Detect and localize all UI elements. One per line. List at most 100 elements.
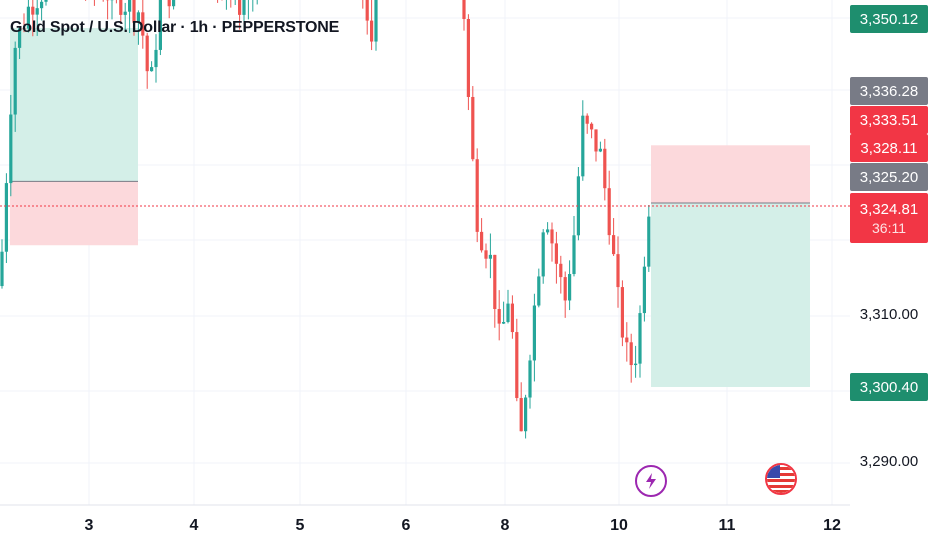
candle xyxy=(225,0,227,10)
candle xyxy=(93,0,95,6)
price-badge-value: 3,300.40 xyxy=(859,378,919,396)
candle xyxy=(563,271,567,318)
candle xyxy=(26,0,30,33)
candle xyxy=(493,254,497,328)
price-badge: 3,300.40 xyxy=(850,373,928,401)
candle xyxy=(234,0,236,5)
candle xyxy=(154,34,158,83)
candles xyxy=(0,0,651,439)
candle xyxy=(581,100,585,181)
chart-title: Gold Spot / U.S. Dollar · 1h · PEPPERSTO… xyxy=(10,19,340,36)
candle xyxy=(247,0,249,20)
candle xyxy=(607,170,611,245)
x-tick-label: 5 xyxy=(295,517,305,534)
candle xyxy=(110,0,114,20)
candle xyxy=(44,0,48,6)
candle xyxy=(22,13,26,33)
candle xyxy=(4,173,8,263)
candle xyxy=(252,0,254,12)
candle xyxy=(145,32,149,89)
candle xyxy=(132,0,136,36)
y-tick-label: 3,290.00 xyxy=(859,453,919,470)
short-target-zone xyxy=(651,202,810,387)
price-badge-value: 3,324.81 xyxy=(859,200,919,218)
price-badge-value: 3,328.11 xyxy=(860,139,918,157)
candle xyxy=(115,0,117,4)
price-badge-value: 3,333.51 xyxy=(859,111,919,129)
countdown-timer: 36:11 xyxy=(872,219,906,236)
candle xyxy=(13,41,17,132)
candle xyxy=(0,239,4,289)
candle xyxy=(497,290,501,341)
x-tick-label: 6 xyxy=(401,517,411,534)
candle xyxy=(362,0,364,9)
price-badge: 3,328.11 xyxy=(850,134,928,162)
candle xyxy=(172,0,176,10)
price-badge-value: 3,325.20 xyxy=(859,168,919,186)
long-target-zone xyxy=(10,28,138,182)
candle xyxy=(374,0,378,51)
candle xyxy=(568,260,572,311)
candle xyxy=(136,10,140,45)
candle xyxy=(559,255,563,294)
candle xyxy=(123,2,127,31)
price-badge-value: 3,336.28 xyxy=(859,82,919,100)
candle xyxy=(616,236,620,308)
candle xyxy=(141,0,145,49)
candle xyxy=(217,0,219,3)
x-tick-label: 11 xyxy=(718,517,736,534)
candle xyxy=(466,14,470,111)
candle xyxy=(370,0,374,51)
candle xyxy=(102,0,104,2)
candle xyxy=(150,61,154,72)
x-tick-label: 4 xyxy=(189,517,199,534)
short-stop-zone xyxy=(651,145,810,203)
lightning-icon[interactable] xyxy=(635,465,667,497)
candle xyxy=(603,138,607,201)
price-badge: 3,336.28 xyxy=(850,77,928,105)
candle xyxy=(572,216,576,277)
x-tick-label: 8 xyxy=(500,517,510,534)
candle xyxy=(528,354,532,409)
candle xyxy=(541,229,545,284)
candle xyxy=(35,0,39,36)
candle xyxy=(546,222,550,235)
candle xyxy=(475,148,479,243)
candle xyxy=(590,122,594,139)
candle xyxy=(31,0,35,37)
candle xyxy=(484,243,488,269)
candle xyxy=(488,233,492,279)
candle xyxy=(642,256,646,322)
candle xyxy=(471,86,475,162)
price-badge: 3,333.51 xyxy=(850,106,928,134)
candle xyxy=(18,26,22,59)
candle xyxy=(462,0,466,31)
y-tick-label: 3,310.00 xyxy=(859,306,919,323)
candle xyxy=(612,218,616,256)
candle xyxy=(40,0,44,21)
candle xyxy=(625,322,629,362)
candle xyxy=(554,231,558,284)
candle xyxy=(550,222,554,262)
candle xyxy=(532,293,536,382)
x-tick-label: 12 xyxy=(823,517,841,534)
candle xyxy=(576,166,580,241)
candle xyxy=(221,0,223,1)
candle xyxy=(647,205,651,272)
candle xyxy=(119,0,123,23)
long-stop-zone xyxy=(10,181,138,246)
candle xyxy=(506,289,510,324)
candle xyxy=(594,129,598,162)
position-zones xyxy=(10,28,810,387)
price-badge-value: 3,350.12 xyxy=(859,10,919,28)
x-tick-label: 10 xyxy=(610,517,628,534)
us-flag-icon[interactable] xyxy=(765,463,797,495)
candle xyxy=(106,0,110,20)
candle xyxy=(510,295,514,339)
candle xyxy=(365,0,369,35)
candle xyxy=(167,0,171,19)
candle xyxy=(480,218,484,253)
price-badge: 3,324.81 36:11 xyxy=(850,193,928,243)
candle xyxy=(9,94,13,197)
